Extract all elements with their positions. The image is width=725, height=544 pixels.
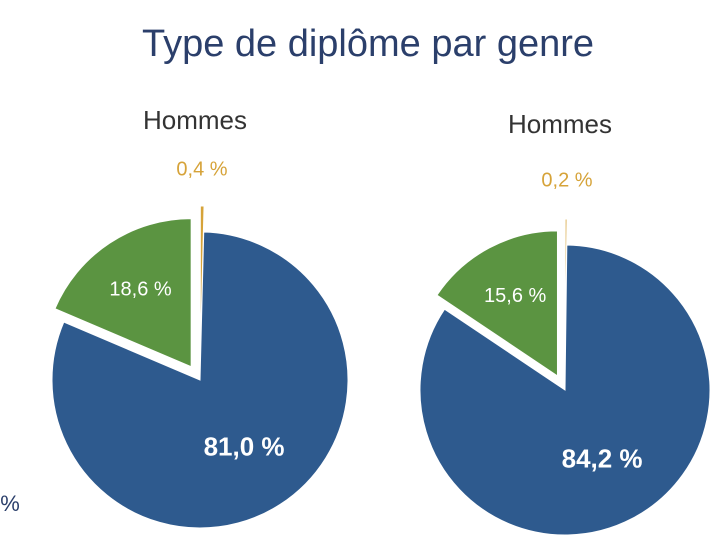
data-label: 0,2 % — [541, 169, 592, 191]
data-label: 0,4 % — [176, 158, 227, 180]
pie-slice — [54, 218, 192, 368]
data-label: 18,6 % — [109, 278, 171, 300]
chart-title: Type de diplôme par genre — [142, 23, 594, 65]
pie-slice — [51, 231, 349, 529]
pie-slice — [419, 244, 711, 536]
clipped-label: % — [0, 491, 20, 516]
data-label: 81,0 % — [204, 431, 285, 461]
pie-slice — [436, 230, 558, 377]
data-label: 15,6 % — [484, 285, 546, 307]
pie-subtitle: Hommes — [508, 109, 612, 139]
data-label: 84,2 % — [562, 443, 643, 473]
pie-subtitle: Hommes — [143, 105, 247, 135]
